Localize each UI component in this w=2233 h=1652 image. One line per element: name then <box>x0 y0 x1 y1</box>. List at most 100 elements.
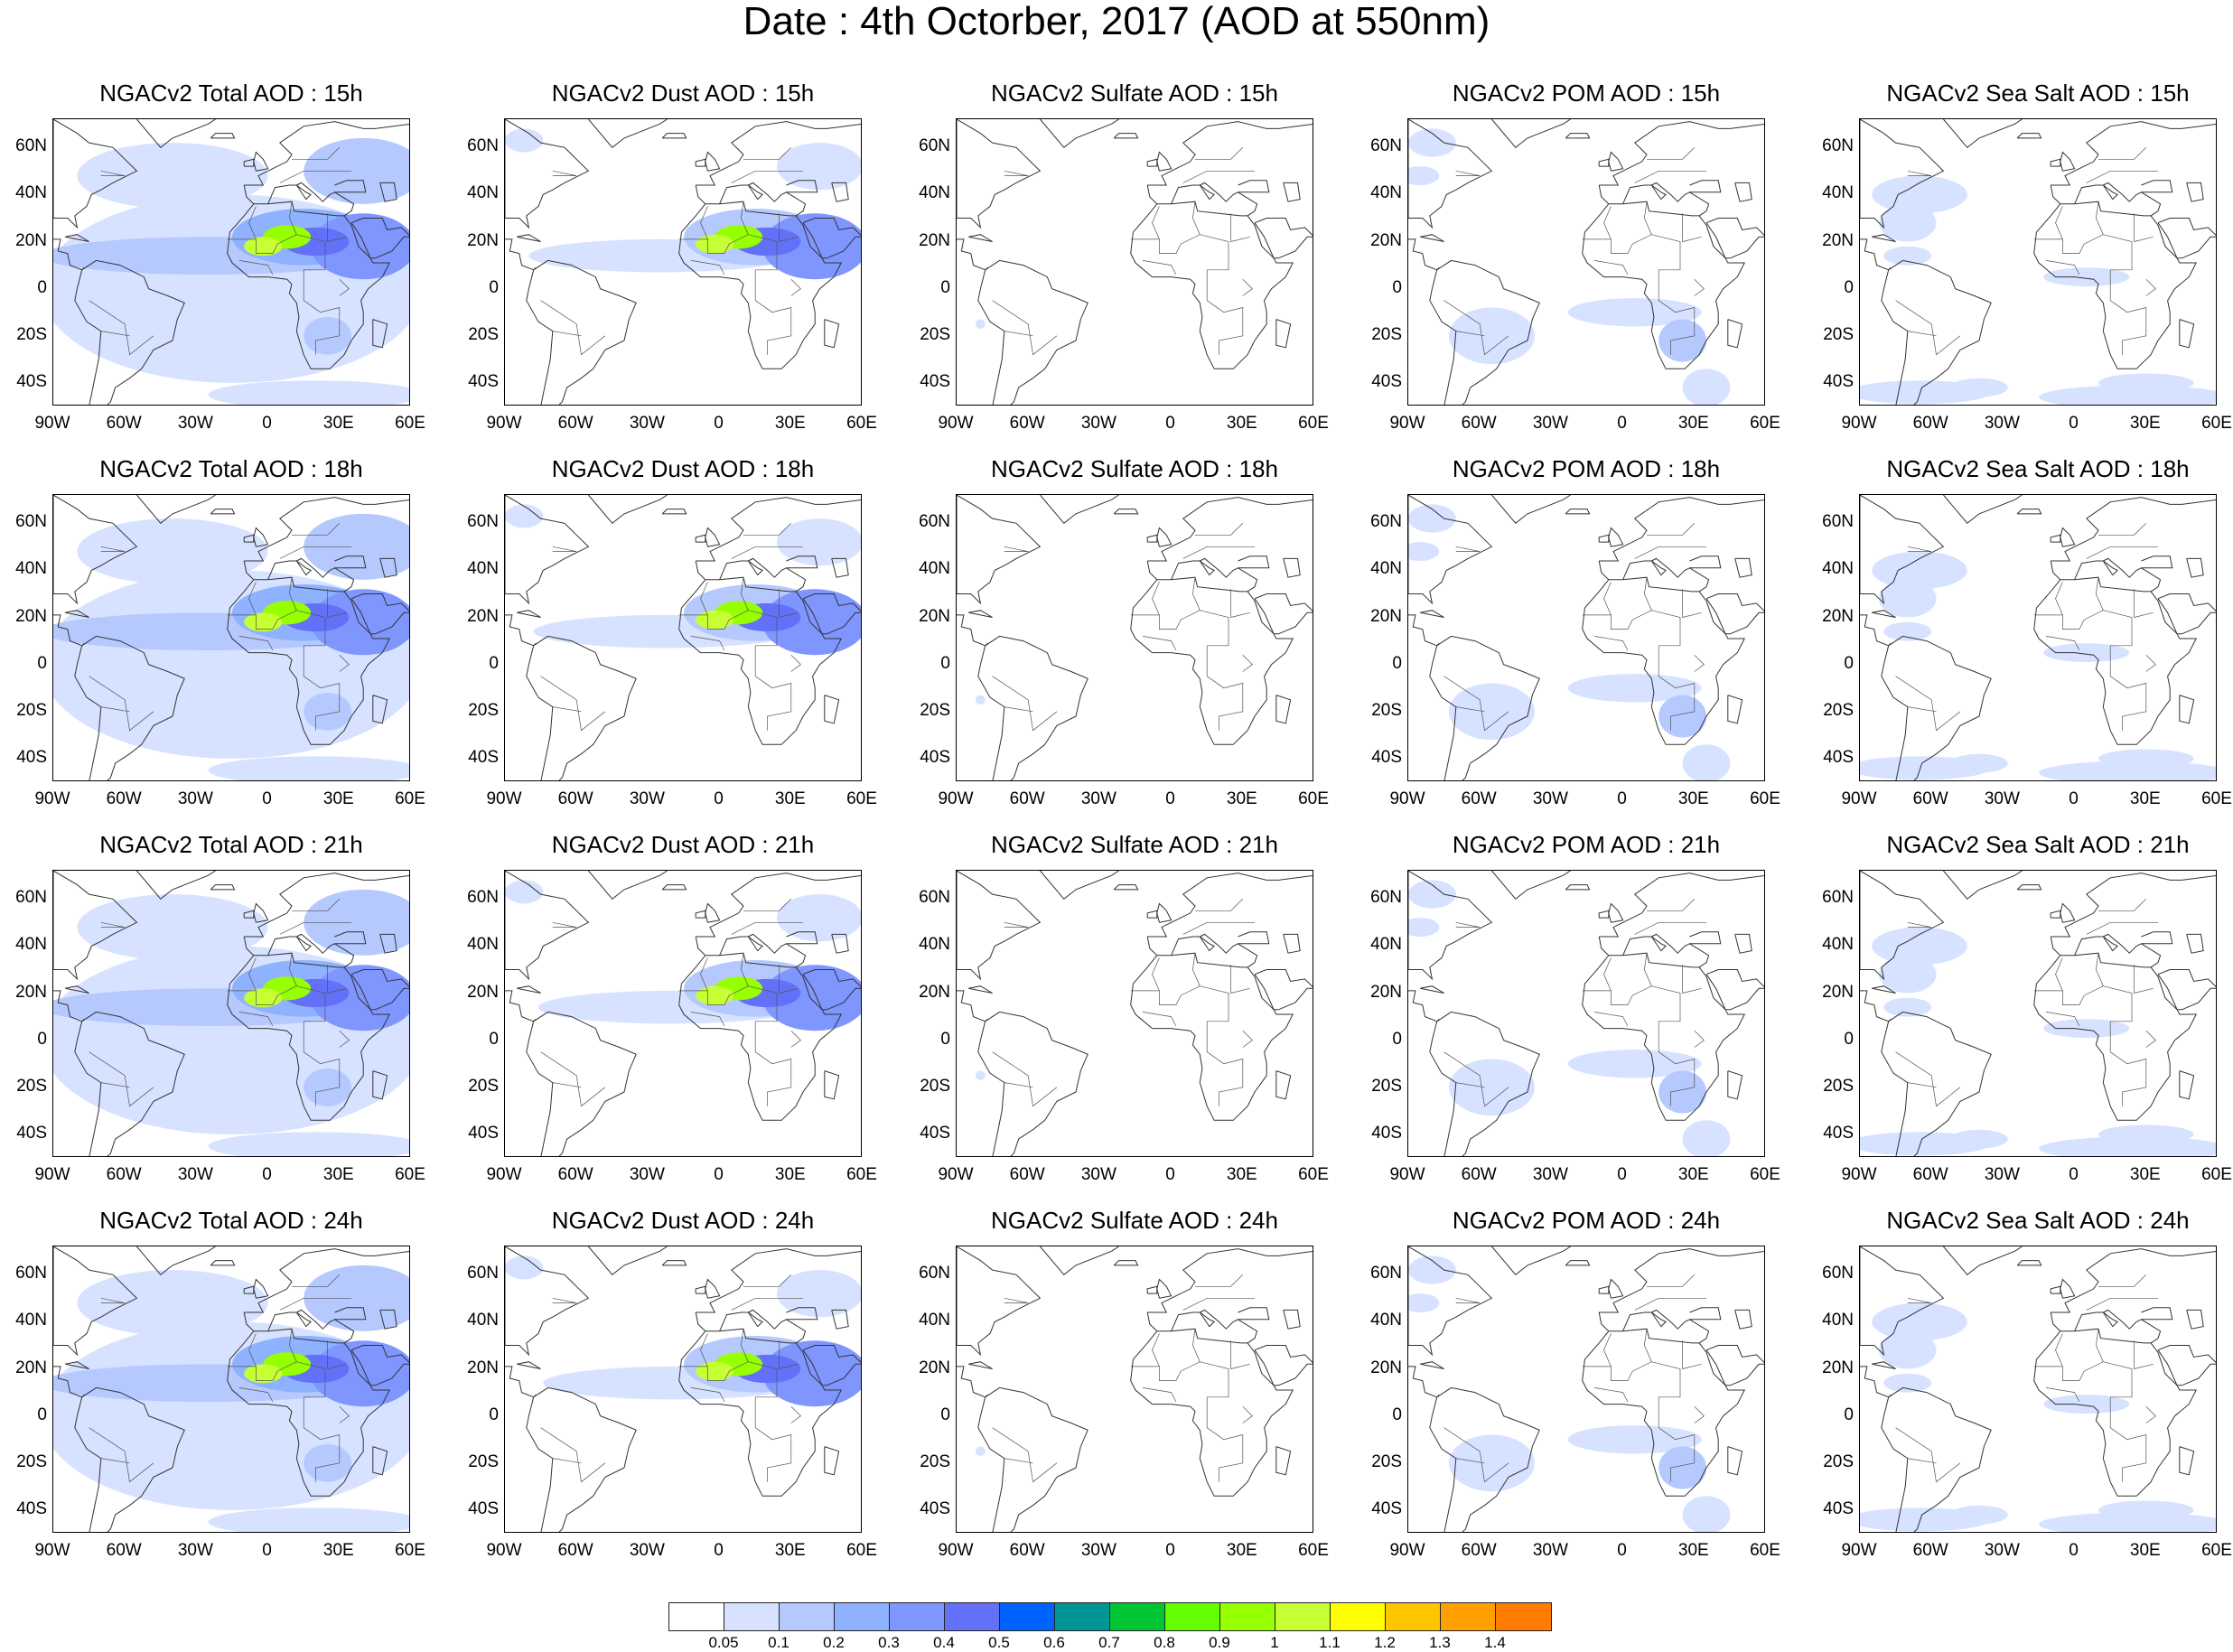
map-panel-total-15h: NGACv2 Total AOD : 15h 60N 40N 20N 0 20S 40S 90… <box>0 0 434 433</box>
country-border <box>2096 201 2104 235</box>
country-border <box>1444 1427 1509 1483</box>
coastline <box>1599 873 1764 938</box>
panel-title: NGACv2 Total AOD : 15h <box>99 79 363 107</box>
aod-shaded-region <box>1448 1059 1535 1116</box>
coastline <box>1622 1309 1710 1344</box>
lon-tick-label: 60W <box>557 1541 593 1560</box>
country-border <box>1242 1405 1253 1423</box>
coastline <box>1705 593 1764 635</box>
lat-tick-label: 60N <box>1370 512 1402 532</box>
lon-tick-label: 60E <box>395 789 425 808</box>
country-border <box>1593 1387 1629 1403</box>
country-border <box>1230 589 1250 618</box>
country-border <box>1647 1274 1696 1287</box>
coastline <box>831 557 849 578</box>
country-border <box>1694 1405 1705 1423</box>
country-border <box>690 636 725 651</box>
lat-tick-label: 40N <box>467 935 499 955</box>
panel-title: NGACv2 POM AOD : 15h <box>1452 79 1721 107</box>
coastline <box>696 873 861 938</box>
country-border <box>1192 953 1201 986</box>
country-border <box>238 260 274 275</box>
country-border <box>1658 1396 1696 1482</box>
lon-tick-label: 60E <box>1298 1541 1329 1560</box>
country-border <box>540 1427 606 1483</box>
aod-shaded-region <box>1408 504 1456 533</box>
lat-tick-label: 40N <box>15 935 47 955</box>
aod-shaded-region <box>2043 1395 2130 1414</box>
coastline <box>2186 933 2204 954</box>
coastline <box>2074 933 2162 968</box>
coastline <box>2179 1070 2195 1100</box>
lat-tick-label: 60N <box>1370 888 1402 908</box>
colorbar-swatch <box>1275 1603 1331 1630</box>
lon-tick-label: 90W <box>938 1541 974 1560</box>
coastline <box>1238 555 1270 569</box>
lat-tick-label: 20S <box>16 1451 47 1471</box>
country-border <box>1603 582 1612 616</box>
colorbar-swatch <box>669 1603 724 1630</box>
coastline <box>1727 319 1743 349</box>
coastline <box>2051 497 2216 562</box>
lat-tick-label: 20S <box>468 1076 499 1096</box>
aod-shaded-region <box>776 894 861 942</box>
country-border <box>731 921 803 935</box>
colorbar-label: 0.9 <box>1209 1634 1230 1651</box>
map-panel-dust-24h: NGACv2 Dust AOD : 24h 60N 40N 20N 0 20S 40S 90W… <box>452 1127 885 1560</box>
colorbar-swatch <box>1441 1603 1496 1630</box>
country-border <box>2145 654 2156 672</box>
country-border <box>2086 921 2158 935</box>
aod-field-map <box>505 1246 861 1532</box>
country-border <box>303 645 341 731</box>
lat-tick-label: 40S <box>920 1123 950 1143</box>
country-border <box>1644 1329 1652 1362</box>
lon-tick-label: 30E <box>1226 1165 1257 1184</box>
coastline <box>136 495 216 524</box>
country-border <box>1142 636 1177 651</box>
country-border <box>731 546 803 559</box>
country-border <box>1455 921 1481 928</box>
aod-shaded-region <box>1950 378 2008 397</box>
aod-shaded-region <box>1950 1505 2008 1525</box>
coastline <box>244 121 409 186</box>
country-border <box>2033 1361 2133 1398</box>
country-border <box>292 1274 341 1287</box>
coastline <box>1608 902 1624 923</box>
coastline <box>74 635 185 780</box>
coastline <box>244 873 409 938</box>
lon-tick-label: 30E <box>1677 414 1709 433</box>
map-frame <box>504 870 862 1157</box>
aod-shaded-region <box>1872 927 1967 966</box>
lat-tick-label: 40S <box>468 1498 499 1518</box>
lat-tick-label: 40S <box>920 747 950 767</box>
country-border <box>552 1297 577 1303</box>
coastline <box>1040 1246 1119 1275</box>
lat-tick-label: 20N <box>1822 1358 1854 1377</box>
country-border <box>741 577 749 611</box>
coastline <box>2016 1260 2042 1266</box>
country-border <box>1634 170 1706 183</box>
country-border <box>2033 234 2133 271</box>
country-border <box>2109 269 2147 355</box>
country-border <box>292 147 341 160</box>
aod-shaded-region <box>696 985 734 1005</box>
country-border <box>1004 1297 1029 1303</box>
lon-tick-label: 30W <box>629 1165 665 1184</box>
coastline <box>1608 527 1624 547</box>
country-border <box>2098 1274 2147 1287</box>
colorbar-swatch <box>1496 1603 1551 1630</box>
aod-shaded-region <box>1408 1255 1456 1284</box>
lat-tick-label: 40S <box>16 371 47 391</box>
map-panel-seasalt-21h: NGACv2 Sea Salt AOD : 21h 60N 40N 20N 0 20S 40… <box>1807 751 2233 1184</box>
coastline <box>505 614 537 647</box>
lon-tick-label: 60E <box>395 414 425 433</box>
country-border <box>1455 1082 1485 1088</box>
coastline <box>379 557 397 578</box>
coastline <box>372 695 388 724</box>
map-frame <box>1407 494 1765 781</box>
map-panel-sulfate-15h: NGACv2 Sulfate AOD : 15h 60N 40N 20N 0 20S 40S… <box>903 0 1337 433</box>
aod-shaded-region <box>1883 246 1932 266</box>
lon-tick-label: 30E <box>322 789 354 808</box>
lat-tick-label: 20N <box>1370 982 1402 1002</box>
aod-shaded-region <box>505 128 544 153</box>
